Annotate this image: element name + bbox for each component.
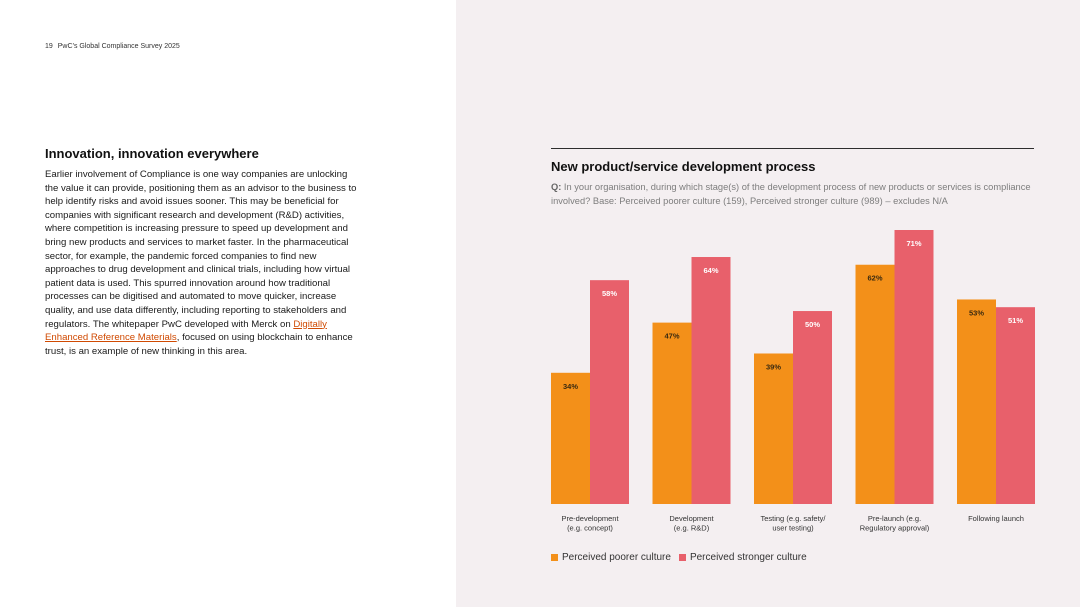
data-label-stronger-2: 50% <box>805 320 820 329</box>
category-label-4: Following launch <box>968 514 1024 523</box>
legend-label-stronger: Perceived stronger culture <box>689 552 807 563</box>
whitepaper-link[interactable]: Digitally Enhanced Reference Materials <box>45 318 327 344</box>
data-label-stronger-1: 64% <box>703 266 718 275</box>
bar-poorer-2 <box>754 353 793 504</box>
article-body-text-end: , focused on using blockchain to enhance… <box>45 332 353 357</box>
data-label-stronger-0: 58% <box>602 289 617 298</box>
bar-poorer-1 <box>652 322 692 504</box>
chart-title: New product/service development process <box>551 159 816 174</box>
article-body-text: Earlier involvement of Compliance is one… <box>45 169 357 330</box>
page-header: 19 PwC’s Global Compliance Survey 2025 <box>45 43 180 50</box>
question-label: Q: <box>551 182 562 192</box>
data-label-stronger-4: 51% <box>1008 316 1023 325</box>
legend-item-stronger: Perceived stronger culture <box>678 552 807 563</box>
data-label-stronger-3: 71% <box>906 239 921 248</box>
bar-stronger-1 <box>691 257 731 504</box>
legend-swatch-stronger <box>678 554 686 561</box>
legend-label-poorer: Perceived poorer culture <box>562 552 671 563</box>
publication-title: PwC’s Global Compliance Survey 2025 <box>57 43 180 50</box>
data-label-poorer-3: 62% <box>867 274 882 283</box>
data-label-poorer-2: 39% <box>766 362 781 371</box>
legend-swatch-poorer <box>551 554 558 561</box>
legend-item-poorer: Perceived poorer culture <box>551 552 671 563</box>
category-label-1: Development (e.g. R&D) <box>669 514 714 533</box>
article: Innovation, innovation everywhere Earlie… <box>45 146 357 358</box>
chart-legend: Perceived poorer culture Perceived stron… <box>551 552 815 563</box>
bar-stronger-3 <box>894 230 934 504</box>
bar-stronger-2 <box>793 311 832 504</box>
category-label-3: Pre-launch (e.g. Regulatory approval) <box>860 514 930 533</box>
bar-stronger-0 <box>590 280 629 504</box>
page-number: 19 <box>45 43 53 50</box>
bar-stronger-4 <box>996 307 1035 504</box>
category-label-0: Pre-development (e.g. concept) <box>561 514 619 533</box>
bar-poorer-4 <box>957 299 996 504</box>
data-label-poorer-4: 53% <box>969 308 984 317</box>
data-label-poorer-1: 47% <box>664 332 679 341</box>
bar-chart: 34% 58% Pre-development (e.g. concept) 47% 64… <box>551 230 1035 533</box>
article-heading: Innovation, innovation everywhere <box>45 146 259 161</box>
article-body: Earlier involvement of Compliance is one… <box>45 168 357 358</box>
chart-divider <box>551 148 1034 149</box>
bar-poorer-0 <box>551 372 590 504</box>
data-label-poorer-0: 34% <box>563 382 578 391</box>
category-label-2: Testing (e.g. safety/user testing) <box>760 514 826 533</box>
question-text: In your organisation, during which stage… <box>551 182 1031 206</box>
chart-question: Q: In your organisation, during which st… <box>551 181 1041 208</box>
bar-poorer-3 <box>855 264 895 504</box>
